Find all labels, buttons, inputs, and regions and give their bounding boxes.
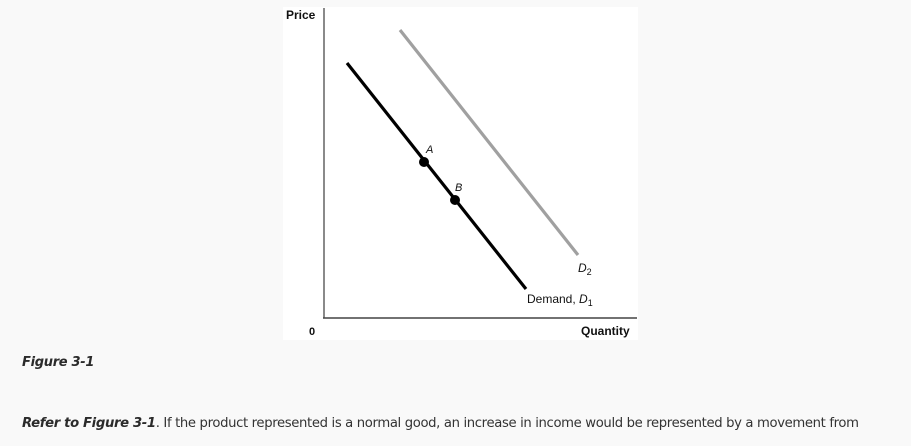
figure-caption: Figure 3-1 — [22, 355, 95, 370]
x-axis-label: Quantity — [581, 324, 630, 338]
point-b-marker — [450, 195, 460, 205]
y-axis-label: Price — [286, 8, 316, 22]
point-a-label: A — [425, 144, 433, 156]
point-b-label: B — [455, 182, 462, 194]
point-a-marker — [419, 157, 429, 167]
d2-label: D2 — [578, 261, 592, 277]
question-text: Refer to Figure 3-1. If the product repr… — [22, 416, 859, 431]
question-body: . If the product represented is a normal… — [155, 416, 859, 431]
demand-curve-d2 — [398, 29, 580, 256]
figure-panel — [283, 7, 638, 340]
demand-curve-d1 — [345, 62, 528, 290]
origin-label: 0 — [309, 326, 315, 338]
d1-label: Demand, D1 — [527, 292, 593, 308]
question-figure-reference: Refer to Figure 3-1 — [22, 416, 156, 431]
